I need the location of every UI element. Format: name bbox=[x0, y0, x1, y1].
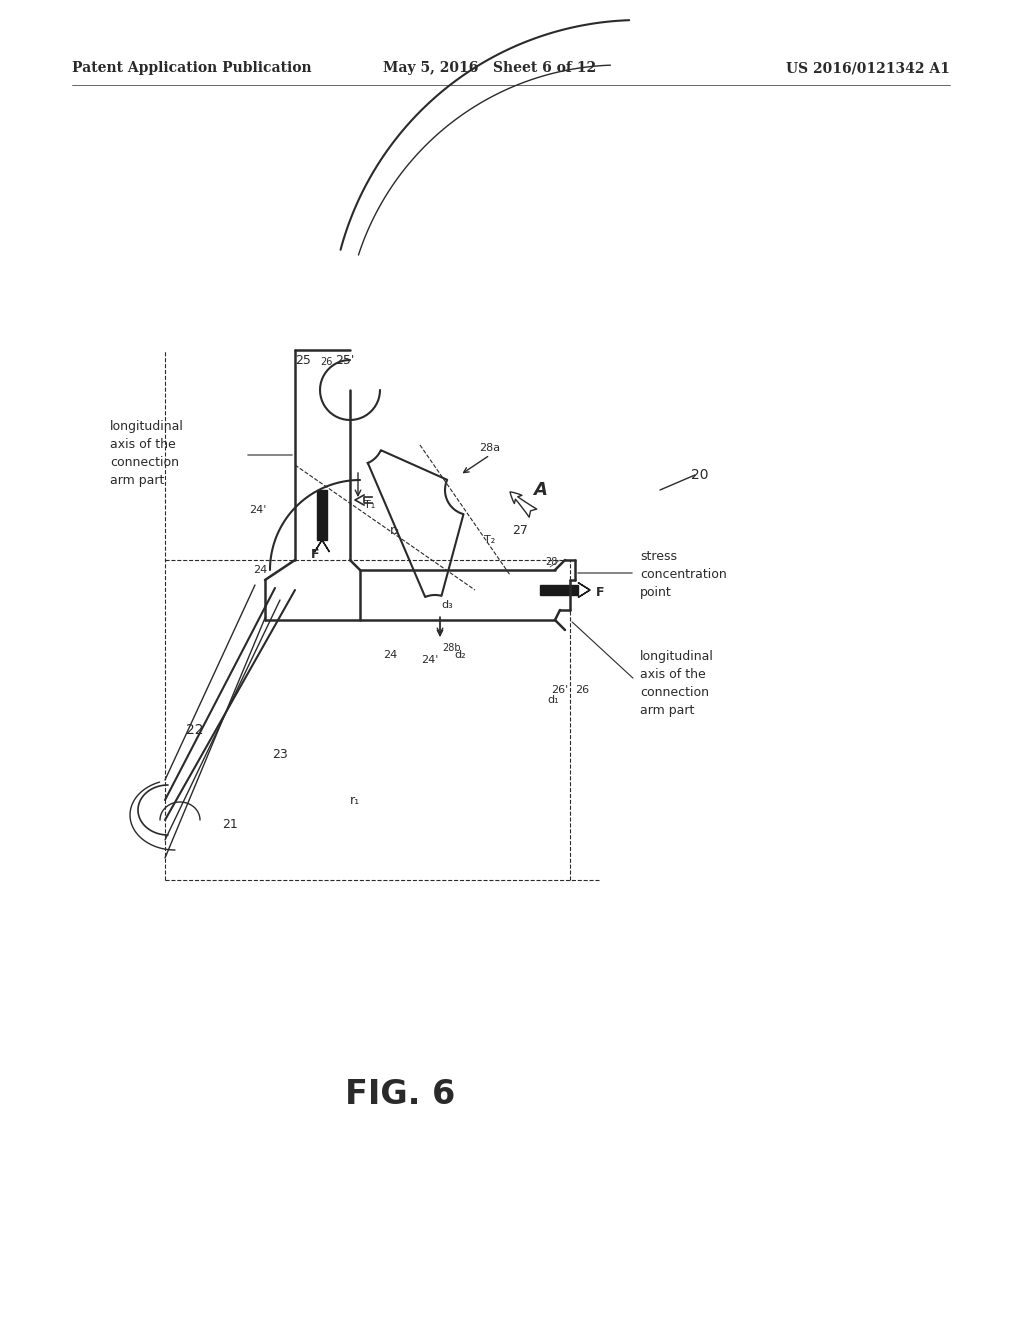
Text: r₁: r₁ bbox=[350, 793, 360, 807]
Text: A: A bbox=[534, 480, 547, 499]
Text: Patent Application Publication: Patent Application Publication bbox=[72, 61, 311, 75]
Text: 26: 26 bbox=[319, 356, 332, 367]
Text: d₁: d₁ bbox=[547, 696, 559, 705]
Text: May 5, 2016   Sheet 6 of 12: May 5, 2016 Sheet 6 of 12 bbox=[383, 61, 597, 75]
Text: 23: 23 bbox=[272, 748, 288, 762]
Text: 24': 24' bbox=[249, 506, 266, 515]
Text: 20: 20 bbox=[691, 469, 709, 482]
Text: 27: 27 bbox=[512, 524, 528, 536]
Polygon shape bbox=[540, 585, 578, 595]
Polygon shape bbox=[314, 540, 330, 552]
Text: 22: 22 bbox=[186, 723, 204, 737]
Text: 24: 24 bbox=[383, 649, 397, 660]
Text: US 2016/0121342 A1: US 2016/0121342 A1 bbox=[786, 61, 950, 75]
Text: 28a: 28a bbox=[479, 444, 501, 453]
Text: T₁: T₁ bbox=[365, 500, 376, 510]
Text: stress
concentration
point: stress concentration point bbox=[640, 550, 727, 599]
Text: 25': 25' bbox=[335, 354, 354, 367]
Text: 24': 24' bbox=[421, 655, 438, 665]
Text: longitudinal
axis of the
connection
arm part: longitudinal axis of the connection arm … bbox=[110, 420, 184, 487]
Text: 25: 25 bbox=[295, 354, 311, 367]
Text: 28: 28 bbox=[545, 557, 557, 568]
Text: r₂: r₂ bbox=[390, 524, 400, 536]
Text: 26': 26' bbox=[551, 685, 568, 696]
Text: longitudinal
axis of the
connection
arm part: longitudinal axis of the connection arm … bbox=[640, 649, 714, 717]
Polygon shape bbox=[316, 490, 328, 540]
Text: d₂: d₂ bbox=[455, 649, 466, 660]
Text: 26: 26 bbox=[574, 685, 589, 696]
Text: d₃: d₃ bbox=[441, 601, 453, 610]
Text: F: F bbox=[596, 586, 604, 598]
Text: 21: 21 bbox=[222, 818, 238, 832]
Polygon shape bbox=[578, 582, 590, 598]
Text: 28b: 28b bbox=[442, 643, 462, 653]
Text: T₂: T₂ bbox=[484, 535, 496, 545]
Text: 24: 24 bbox=[253, 565, 267, 576]
Text: FIG. 6: FIG. 6 bbox=[345, 1078, 455, 1111]
Text: F: F bbox=[310, 549, 319, 561]
